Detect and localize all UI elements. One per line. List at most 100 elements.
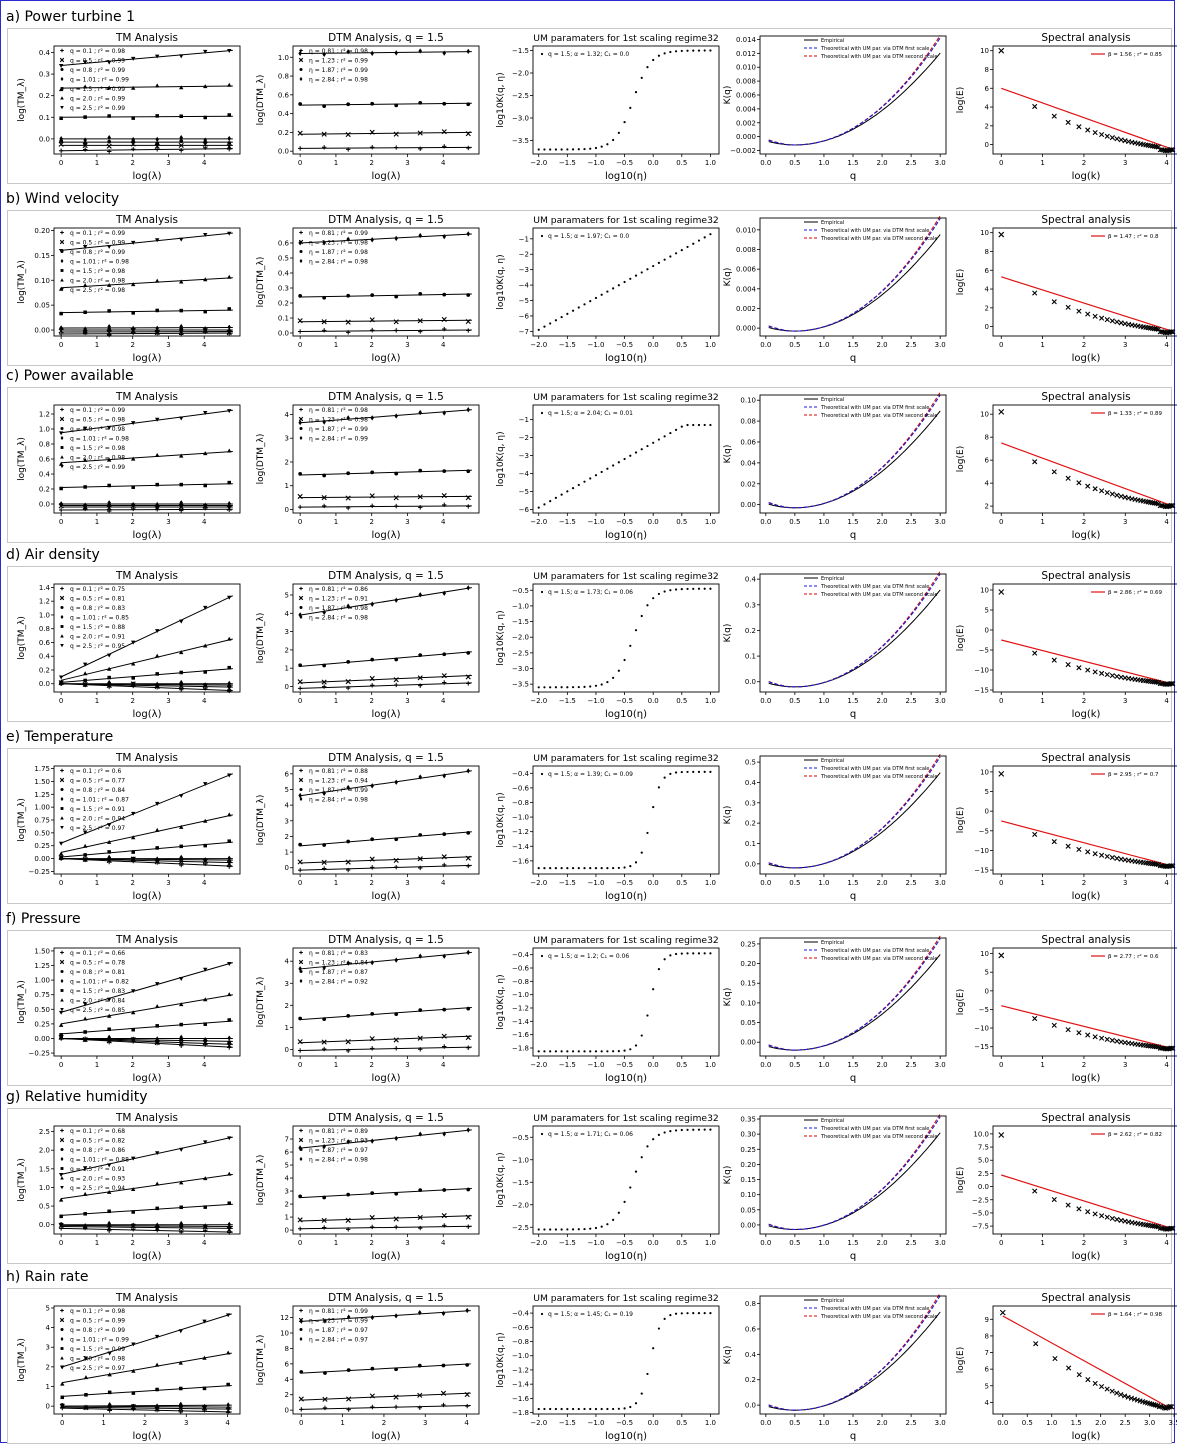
- curve-point: [583, 1227, 586, 1231]
- spectral-point: [1109, 672, 1115, 679]
- curve-point: [680, 425, 683, 428]
- curve-point: [697, 239, 701, 242]
- fit-line: [301, 1405, 471, 1410]
- data-point: [394, 235, 398, 242]
- legend-entry: q = 1.5; α = 1.71; C₁ = 0.06: [548, 1131, 633, 1138]
- curve-point: [577, 1050, 580, 1053]
- legend-marker: [540, 954, 544, 958]
- data-point: [179, 1180, 184, 1185]
- plot-frame: [292, 765, 480, 875]
- y-tick-label: 0.50: [34, 829, 50, 837]
- chart-title: Spectral analysis: [1041, 391, 1130, 403]
- x-tick-label: 0.0: [648, 341, 659, 349]
- data-point: [203, 843, 207, 848]
- data-point: [466, 1187, 471, 1192]
- x-tick-label: 3: [405, 1061, 409, 1069]
- y-tick-label: −1.4: [512, 843, 530, 851]
- curve-point: [612, 1407, 615, 1411]
- data-point: [58, 148, 64, 153]
- data-point: [393, 131, 399, 137]
- data-point: [418, 1047, 423, 1052]
- y-axis-label: K(q): [723, 806, 733, 825]
- x-tick-label: 1.0: [705, 1061, 716, 1069]
- spectral-point: [1109, 135, 1115, 141]
- legend: q = 0.1 ; r² = 0.6q = 0.5 ; r² = 0.77q =…: [59, 768, 129, 832]
- data-point: [369, 1224, 375, 1230]
- legend: q = 0.1 ; r² = 0.98q = 0.5 ; r² = 0.99q …: [59, 48, 129, 112]
- y-tick-label: −1.6: [512, 1031, 530, 1039]
- figure-row: b) Wind velocity TM Analysis 0 1 2 3 4 0.00 0.05…: [4, 190, 1177, 366]
- plot-marks: [998, 409, 1176, 510]
- data-point: [345, 1048, 351, 1054]
- plot-marks: [537, 952, 712, 1053]
- legend-marker: [60, 787, 64, 792]
- legend-entry: η = 2.84 ; r² = 0.98: [309, 77, 368, 84]
- data-point: [442, 1223, 447, 1228]
- x-tick-label: 1: [1040, 1061, 1044, 1069]
- data-point: [393, 1394, 399, 1400]
- curve-point: [554, 1228, 557, 1231]
- figure-row: c) Power available TM Analysis 0 1 2 3 4 0.0 0.2…: [4, 367, 1177, 543]
- curve-point: [697, 49, 701, 52]
- y-axis-label: K(q): [723, 624, 733, 643]
- legend-marker: [60, 969, 64, 974]
- data-point: [227, 501, 232, 507]
- x-tick-label: −1.5: [559, 1239, 576, 1247]
- legend-entry: η = 2.84 ; r² = 0.92: [309, 979, 368, 986]
- y-tick-label: −1.8: [512, 1045, 529, 1053]
- spectral-fit-line: [1001, 1174, 1173, 1230]
- legend-entry: q = 2.5 ; r² = 0.94: [70, 1185, 125, 1192]
- x-tick-label: 4: [202, 697, 207, 705]
- kq-chart: 0.0 0.5 1.0 1.5 2.0 2.5 3.00.000.050.100.150.2…: [723, 1113, 947, 1262]
- curve-point: [646, 268, 649, 271]
- data-point: [321, 859, 327, 865]
- y-tick-label: 6: [985, 267, 990, 275]
- data-point: [346, 1368, 351, 1372]
- legend-entry: Theoretical with UM par. via DTM second …: [820, 1134, 937, 1140]
- legend-marker: [60, 1008, 64, 1012]
- curve-point: [669, 50, 672, 54]
- curve-point: [571, 148, 575, 151]
- legend-marker: [60, 768, 64, 773]
- data-point: [322, 1405, 328, 1411]
- y-tick-label: 2: [985, 122, 989, 130]
- data-point: [442, 832, 447, 836]
- y-tick-label: 1: [46, 1383, 50, 1391]
- x-tick-label: 2.0: [1095, 1419, 1106, 1427]
- spectral-point: [1099, 1213, 1105, 1219]
- x-tick-label: 3: [405, 879, 409, 887]
- legend: q = 0.1 ; r² = 0.98q = 0.5 ; r² = 0.99q …: [59, 1308, 129, 1372]
- x-axis-label: log(λ): [133, 171, 162, 182]
- legend-entry: q = 1.5; α = 2.04; C₁ = 0.01: [548, 410, 633, 417]
- y-tick-label: 0.004: [736, 105, 757, 113]
- curve-point: [623, 658, 626, 662]
- curve-point: [617, 1050, 620, 1053]
- x-tick-label: 3.0: [935, 1419, 946, 1427]
- x-tick-label: 3: [166, 159, 170, 167]
- x-tick-label: 4: [441, 879, 446, 887]
- y-tick-label: 0.2: [39, 486, 50, 494]
- axis-ticks: 0.0 0.5 1.0 1.5 2.0 2.5 3.00.000.050.100.150.2…: [740, 1116, 945, 1247]
- plot-marks: [768, 935, 941, 1051]
- data-point: [321, 495, 327, 501]
- data-point: [179, 416, 184, 421]
- fit-line: [300, 651, 472, 667]
- plot-marks: [768, 1113, 941, 1231]
- x-tick-label: 0.5: [676, 1239, 687, 1247]
- y-tick-label: 0.1: [745, 840, 756, 848]
- curve-point: [646, 66, 649, 69]
- legend-entry: Theoretical with UM par. via DTM first s…: [820, 46, 929, 52]
- curve-point: [560, 686, 563, 689]
- spectral-point: [1052, 1355, 1058, 1362]
- data-point: [321, 328, 327, 333]
- x-tick-label: 3: [405, 1239, 409, 1247]
- y-tick-label: 0.25: [740, 940, 756, 948]
- data-point: [298, 1016, 303, 1021]
- data-point: [370, 1404, 375, 1410]
- curve-point: [686, 245, 689, 249]
- data-point: [227, 49, 232, 53]
- y-tick-label: 0.5: [39, 1203, 50, 1211]
- x-tick-label: 0.5: [789, 879, 800, 887]
